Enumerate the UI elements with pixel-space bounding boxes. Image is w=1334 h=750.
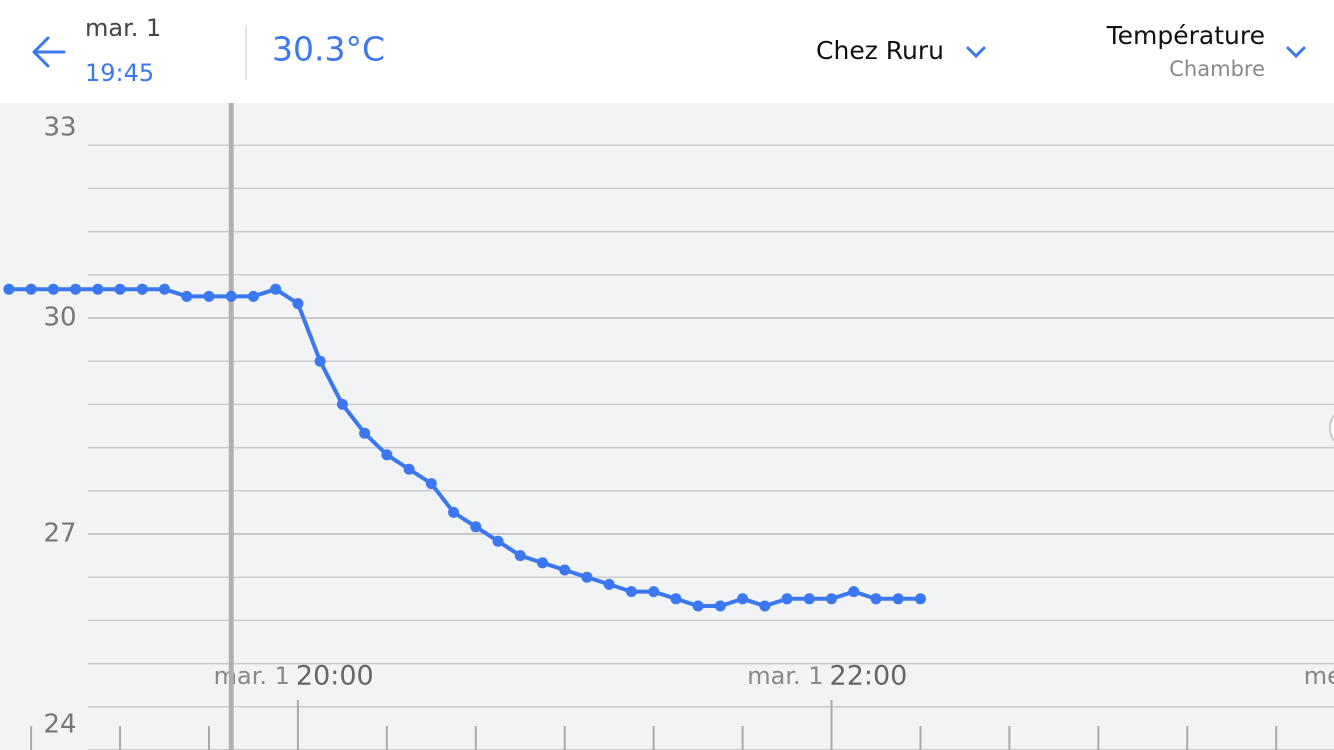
scroll-handle[interactable] bbox=[1329, 406, 1334, 450]
data-point bbox=[536, 557, 548, 569]
data-point bbox=[247, 290, 259, 302]
data-point bbox=[848, 586, 860, 598]
data-point bbox=[314, 355, 326, 367]
data-point bbox=[92, 283, 104, 295]
data-point bbox=[581, 571, 593, 583]
room-label: Chambre bbox=[1169, 57, 1265, 81]
data-point bbox=[870, 593, 882, 605]
home-chevron[interactable] bbox=[966, 46, 986, 59]
x-tick-date: mar. 1 bbox=[747, 662, 823, 690]
x-tick-label: 22:00 bbox=[830, 661, 908, 692]
data-point bbox=[625, 586, 637, 598]
data-point bbox=[114, 283, 126, 295]
data-point bbox=[181, 290, 193, 302]
data-point bbox=[3, 283, 15, 295]
header-time: 19:45 bbox=[85, 59, 154, 87]
data-point bbox=[70, 283, 82, 295]
data-point bbox=[292, 298, 304, 310]
x-tick-label: 20:00 bbox=[296, 661, 374, 692]
data-point bbox=[425, 478, 437, 490]
metric-selector[interactable]: Température bbox=[1106, 21, 1265, 50]
data-point bbox=[470, 521, 482, 533]
data-point bbox=[670, 593, 682, 605]
data-point bbox=[47, 283, 59, 295]
data-point bbox=[648, 586, 660, 598]
data-point bbox=[603, 578, 615, 590]
home-selector[interactable]: Chez Ruru bbox=[816, 36, 944, 65]
data-point bbox=[514, 550, 526, 562]
y-tick-label: 33 bbox=[43, 113, 76, 143]
header-bar bbox=[0, 0, 1334, 103]
data-point bbox=[559, 564, 571, 576]
data-point bbox=[826, 593, 838, 605]
data-point bbox=[336, 398, 348, 410]
data-point bbox=[803, 593, 815, 605]
data-point bbox=[136, 283, 148, 295]
x-tick-date: mar. 1 bbox=[214, 662, 290, 690]
y-tick-label: 24 bbox=[43, 710, 76, 740]
data-point bbox=[492, 535, 504, 547]
data-point bbox=[448, 506, 460, 518]
data-point bbox=[692, 600, 704, 612]
data-point bbox=[914, 593, 926, 605]
chart-background bbox=[0, 103, 1334, 750]
data-point bbox=[737, 593, 749, 605]
data-point bbox=[270, 283, 282, 295]
y-tick-label: 30 bbox=[43, 303, 76, 333]
data-point bbox=[759, 600, 771, 612]
y-tick-label: 27 bbox=[43, 519, 76, 549]
current-reading: 30.3°C bbox=[272, 30, 385, 69]
x-tick-date: mer. bbox=[1304, 662, 1334, 690]
data-point bbox=[359, 427, 371, 439]
data-point bbox=[159, 283, 171, 295]
data-point bbox=[714, 600, 726, 612]
data-point bbox=[403, 463, 415, 475]
data-point bbox=[203, 290, 215, 302]
data-point bbox=[225, 290, 237, 302]
back-button[interactable] bbox=[32, 36, 66, 68]
data-point bbox=[892, 593, 904, 605]
header-date: mar. 1 bbox=[85, 14, 161, 42]
data-point bbox=[25, 283, 37, 295]
metric-chevron[interactable] bbox=[1286, 46, 1306, 59]
data-point bbox=[381, 449, 393, 461]
data-point bbox=[781, 593, 793, 605]
